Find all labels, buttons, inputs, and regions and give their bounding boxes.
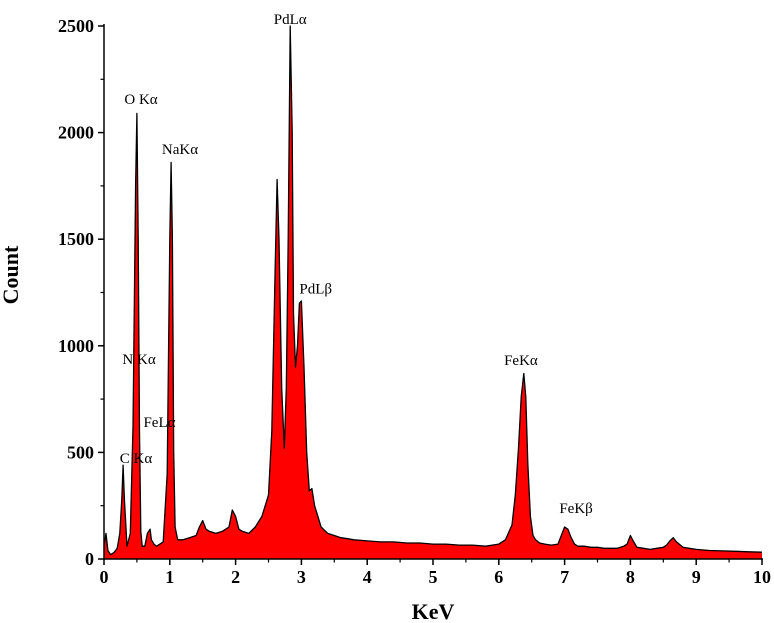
y-tick-label: 2000 [58,123,94,143]
x-tick-label: 7 [560,567,569,587]
x-tick-label: 2 [231,567,240,587]
y-tick-label: 0 [85,549,94,569]
y-tick-label: 500 [67,442,94,462]
peak-label: PdLβ [299,282,332,298]
axis-tick-labels: 0 1 2 3 4 5 6 7 8 9 10 0 500 1000 1500 2000 2500 [58,16,771,587]
peak-label: PdLα [274,12,307,28]
spectrum-line [103,25,763,556]
peak-label: FeLα [143,415,175,431]
peak-annotations: PdLα O Kα NaKα PdLβ N Kα FeKα FeLα C Kα FeKβ [120,12,593,517]
x-tick-label: 10 [753,567,771,587]
y-tick-label: 1000 [58,336,94,356]
x-axis-title: KeV [412,599,455,623]
x-tick-label: 3 [297,567,306,587]
x-tick-label: 4 [363,567,372,587]
peak-label: O Kα [124,92,157,108]
x-tick-label: 1 [165,567,174,587]
y-tick-label: 1500 [58,229,94,249]
peak-label: C Kα [120,451,153,467]
peak-label: FeKα [504,353,538,369]
x-tick-label: 8 [626,567,635,587]
y-axis-title: Count [0,245,23,304]
peak-label: FeKβ [559,501,592,517]
y-tick-label: 2500 [58,16,94,36]
x-tick-label: 5 [429,567,438,587]
x-tick-label: 6 [494,567,503,587]
spectrum-area [104,26,762,559]
x-tick-label: 0 [100,567,109,587]
axis-ticks [98,25,763,565]
peak-label: N Kα [122,352,155,368]
peak-label: NaKα [162,142,198,158]
x-tick-label: 9 [692,567,701,587]
plot-area [103,24,763,560]
